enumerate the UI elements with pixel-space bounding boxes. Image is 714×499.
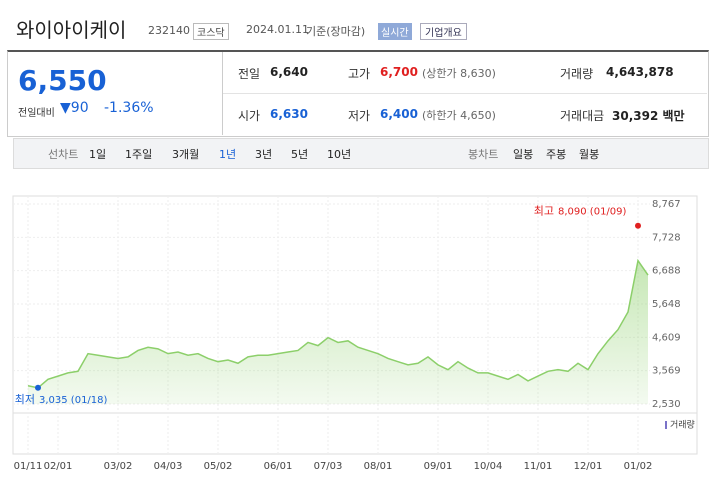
quote-note: (하한가 4,650)	[422, 109, 496, 122]
max-text: 8,090 (01/09)	[558, 207, 627, 218]
min-text: 3,035 (01/18)	[39, 395, 108, 406]
quote-note: (상한가 8,630)	[422, 67, 496, 80]
quote-value: 6,640	[270, 65, 308, 79]
tab[interactable]: 1일	[89, 148, 107, 161]
change-value: 90	[70, 100, 89, 116]
x-tick-label: 05/02	[204, 461, 233, 472]
tab-group-label: 선차트	[48, 148, 79, 161]
market-badge: 코스닥	[193, 23, 229, 40]
min-marker	[35, 384, 41, 391]
quote-value: 4,643,878	[606, 65, 674, 79]
x-tick-label: 02/01	[44, 461, 73, 472]
x-tick-label: 07/03	[314, 461, 343, 472]
x-tick-label: 09/01	[424, 461, 453, 472]
x-tick-label: 04/03	[154, 461, 183, 472]
price-area	[28, 260, 648, 404]
volume-legend: 거래량	[670, 419, 695, 431]
x-tick-label: 01/02	[624, 461, 653, 472]
y-tick-label: 5,648	[652, 299, 681, 310]
tab[interactable]: 5년	[291, 148, 309, 161]
divider	[222, 52, 223, 135]
y-tick-label: 3,569	[652, 366, 681, 377]
price-line	[27, 258, 649, 389]
max-marker	[635, 222, 641, 229]
y-tick-label: 6,688	[652, 266, 681, 277]
basis: 기준(장마감)	[306, 25, 366, 38]
tab[interactable]: 1주일	[125, 148, 153, 161]
change-label: 전일대비	[18, 108, 55, 119]
tab-bar	[13, 138, 709, 169]
tab[interactable]: 월봉	[579, 148, 600, 161]
quote-value: 6,630	[270, 107, 308, 121]
date: 2024.01.11	[246, 23, 309, 36]
quote-label: 전일	[238, 67, 261, 81]
tab[interactable]: 10년	[327, 148, 352, 161]
quote-value: 30,392 백만	[612, 109, 685, 123]
min-label: 최저	[15, 393, 35, 406]
y-tick-label: 8,767	[652, 199, 681, 210]
tab-group-label: 봉차트	[468, 148, 499, 161]
y-tick-label: 7,728	[652, 232, 681, 243]
x-tick-label: 08/01	[364, 461, 393, 472]
y-tick-label: 4,609	[652, 332, 681, 343]
quote-label: 저가	[348, 109, 371, 123]
quote-label: 거래대금	[560, 109, 605, 123]
quote-label: 고가	[348, 67, 371, 81]
stock-code: 232140	[148, 24, 190, 37]
x-tick-label: 10/04	[474, 461, 503, 472]
quote-label: 시가	[238, 109, 261, 123]
quote-label: 거래량	[560, 67, 594, 81]
tab[interactable]: 3개월	[172, 148, 200, 161]
x-tick-label: 12/01	[574, 461, 603, 472]
realtime-button[interactable]: 실시간	[378, 23, 412, 40]
tab[interactable]: 주봉	[546, 148, 567, 161]
quote-box	[7, 50, 709, 137]
y-tick-label: 2,530	[652, 399, 681, 410]
tab[interactable]: 1년	[219, 148, 237, 161]
stock-name: 와이아이케이	[16, 18, 127, 42]
x-tick-label: 01/11	[14, 461, 43, 472]
plot-frame	[12, 195, 698, 455]
max-label: 최고	[534, 205, 554, 218]
tab[interactable]: 일봉	[513, 148, 534, 161]
overview-button[interactable]: 기업개요	[420, 23, 467, 40]
quote-value: 6,700	[380, 65, 418, 79]
divider	[223, 93, 707, 94]
quote-value: 6,400	[380, 107, 418, 121]
change-pct: -1.36%	[104, 100, 154, 116]
tab[interactable]: 3년	[255, 148, 273, 161]
x-tick-label: 03/02	[104, 461, 133, 472]
x-tick-label: 06/01	[264, 461, 293, 472]
x-tick-label: 11/01	[524, 461, 553, 472]
volume-legend-swatch	[665, 421, 667, 429]
price: 6,550	[18, 64, 107, 97]
change: ▼90	[60, 100, 89, 116]
